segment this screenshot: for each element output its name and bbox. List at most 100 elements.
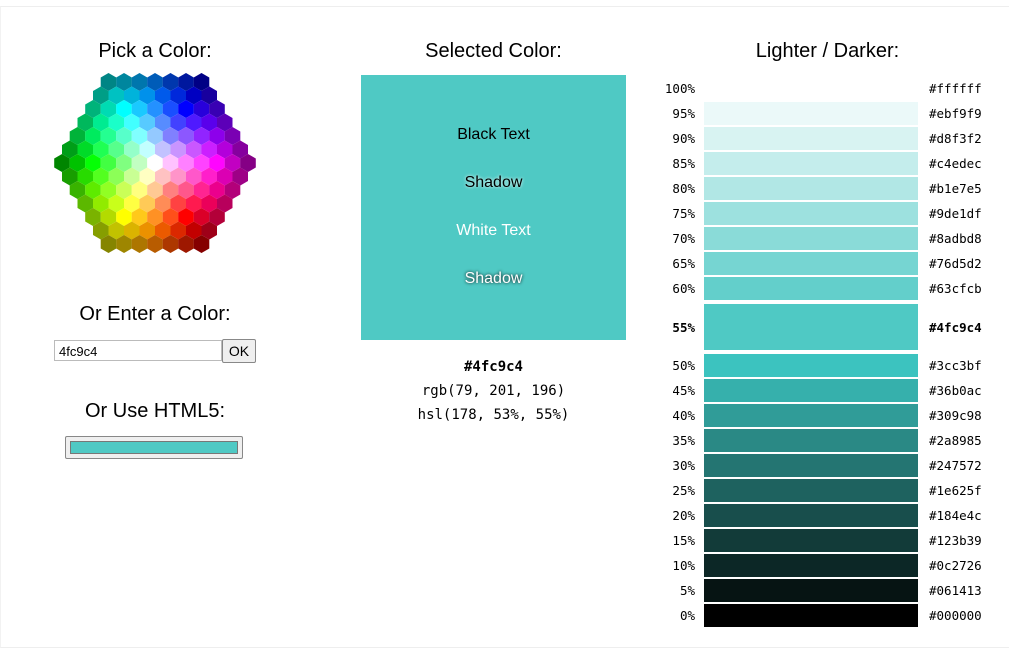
shade-row[interactable]: 15% #123b39 (655, 528, 995, 553)
color-cell[interactable] (116, 127, 132, 145)
color-cell[interactable] (93, 86, 109, 105)
color-cell[interactable] (108, 140, 125, 159)
color-cell[interactable] (217, 113, 233, 132)
color-cell[interactable] (139, 221, 156, 240)
color-cell[interactable] (116, 235, 132, 253)
color-cell[interactable] (162, 127, 179, 145)
color-cell[interactable] (201, 140, 218, 159)
color-cell[interactable] (217, 194, 233, 213)
shade-row[interactable]: 85% #c4edec (655, 151, 995, 176)
color-cell[interactable] (162, 208, 179, 226)
color-cell[interactable] (77, 167, 94, 186)
color-cell[interactable] (147, 208, 163, 226)
color-cell[interactable] (178, 127, 194, 145)
color-cell[interactable] (155, 140, 171, 159)
color-cell[interactable] (170, 140, 187, 159)
color-cell[interactable] (170, 221, 187, 240)
color-cell[interactable] (186, 86, 202, 105)
color-cell[interactable] (162, 73, 179, 91)
color-cell[interactable] (139, 140, 156, 159)
color-cell[interactable] (124, 167, 140, 186)
color-cell[interactable] (124, 221, 140, 240)
color-cell[interactable] (116, 181, 132, 199)
shade-row[interactable]: 55% #4fc9c4 (655, 303, 995, 351)
color-cell[interactable] (170, 86, 187, 105)
shade-row[interactable]: 40% #309c98 (655, 403, 995, 428)
color-cell[interactable] (131, 100, 148, 118)
html5-color-input[interactable] (65, 436, 243, 459)
color-cell[interactable] (201, 113, 218, 132)
color-cell[interactable] (193, 208, 210, 226)
shade-row[interactable]: 100% #ffffff (655, 76, 995, 101)
color-cell[interactable] (224, 127, 241, 145)
color-cell[interactable] (147, 181, 163, 199)
color-cell[interactable] (147, 73, 163, 91)
shade-row[interactable]: 65% #76d5d2 (655, 251, 995, 276)
shade-row[interactable]: 30% #247572 (655, 453, 995, 478)
color-cell[interactable] (201, 86, 218, 105)
color-cell[interactable] (69, 127, 86, 145)
color-cell[interactable] (108, 86, 125, 105)
color-cell[interactable] (85, 181, 101, 199)
color-cell[interactable] (162, 235, 179, 253)
color-cell[interactable] (93, 194, 109, 213)
shade-row[interactable]: 10% #0c2726 (655, 553, 995, 578)
color-cell[interactable] (162, 154, 179, 172)
color-cell[interactable] (116, 73, 132, 91)
color-cell[interactable] (193, 73, 210, 91)
color-cell[interactable] (62, 167, 78, 186)
color-cell[interactable] (186, 221, 202, 240)
color-cell[interactable] (209, 208, 225, 226)
color-cell[interactable] (155, 167, 171, 186)
color-cell[interactable] (162, 181, 179, 199)
color-cell[interactable] (162, 100, 179, 118)
color-cell[interactable] (124, 140, 140, 159)
color-cell[interactable] (155, 113, 171, 132)
color-cell[interactable] (217, 167, 233, 186)
color-cell[interactable] (155, 194, 171, 213)
shade-row[interactable]: 5% #061413 (655, 578, 995, 603)
shade-row[interactable]: 45% #36b0ac (655, 378, 995, 403)
color-cell[interactable] (108, 221, 125, 240)
color-cell[interactable] (131, 235, 148, 253)
color-cell[interactable] (108, 113, 125, 132)
color-cell[interactable] (100, 154, 117, 172)
color-cell[interactable] (201, 194, 218, 213)
color-cell[interactable] (193, 127, 210, 145)
color-cell[interactable] (217, 140, 233, 159)
color-cell[interactable] (178, 235, 194, 253)
color-cell[interactable] (77, 194, 94, 213)
shade-row[interactable]: 35% #2a8985 (655, 428, 995, 453)
color-cell[interactable] (131, 127, 148, 145)
color-cell[interactable] (124, 113, 140, 132)
shade-row[interactable]: 0% #000000 (655, 603, 995, 628)
color-cell[interactable] (170, 113, 187, 132)
color-cell[interactable] (147, 100, 163, 118)
shade-row[interactable]: 50% #3cc3bf (655, 353, 995, 378)
color-cell[interactable] (147, 127, 163, 145)
color-cell[interactable] (100, 235, 117, 253)
color-cell[interactable] (116, 100, 132, 118)
color-cell[interactable] (62, 140, 78, 159)
color-cell[interactable] (193, 235, 210, 253)
color-cell[interactable] (93, 167, 109, 186)
shade-row[interactable]: 75% #9de1df (655, 201, 995, 226)
color-cell[interactable] (209, 127, 225, 145)
color-cell[interactable] (170, 194, 187, 213)
color-cell[interactable] (93, 113, 109, 132)
color-cell[interactable] (100, 181, 117, 199)
color-cell[interactable] (93, 140, 109, 159)
color-cell[interactable] (193, 154, 210, 172)
color-cell[interactable] (108, 167, 125, 186)
color-cell[interactable] (100, 127, 117, 145)
color-cell[interactable] (69, 181, 86, 199)
color-cell[interactable] (100, 100, 117, 118)
shade-row[interactable]: 90% #d8f3f2 (655, 126, 995, 151)
color-cell[interactable] (186, 140, 202, 159)
color-cell[interactable] (186, 113, 202, 132)
color-cell[interactable] (124, 86, 140, 105)
shade-row[interactable]: 70% #8adbd8 (655, 226, 995, 251)
color-cell[interactable] (201, 167, 218, 186)
color-cell[interactable] (100, 73, 117, 91)
color-cell[interactable] (155, 86, 171, 105)
